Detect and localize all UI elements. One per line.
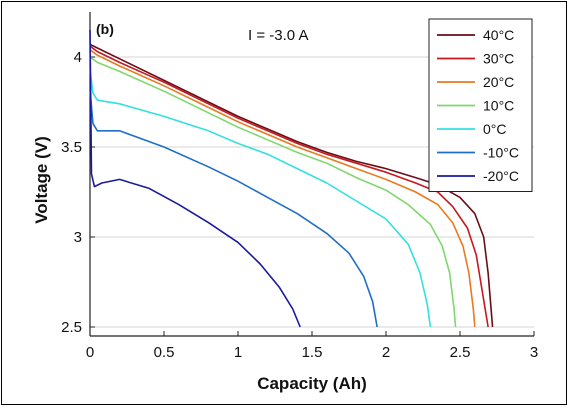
legend-label-4: 0°C — [483, 121, 507, 137]
x-tick-label-6: 3 — [530, 344, 538, 361]
legend-label-3: 10°C — [483, 98, 514, 114]
legend-label-5: -10°C — [483, 145, 519, 161]
y-tick-label-3: 4 — [74, 49, 82, 66]
y-tick-label-1: 3 — [74, 229, 82, 246]
x-axis-title: Capacity (Ah) — [257, 374, 367, 393]
legend-label-2: 20°C — [483, 74, 514, 90]
x-tick-label-3: 1.5 — [302, 344, 323, 361]
series-line-4 — [89, 69, 432, 328]
legend-label-1: 30°C — [483, 51, 514, 67]
series-line-3 — [89, 56, 457, 328]
series-line-1 — [89, 45, 489, 328]
series-lines — [89, 29, 494, 328]
series-line-6 — [89, 29, 301, 328]
x-tick-label-4: 2 — [382, 344, 390, 361]
y-tick-label-0: 2.5 — [61, 319, 82, 336]
series-line-0 — [89, 43, 494, 328]
series-line-2 — [89, 49, 476, 328]
panel-label: (b) — [96, 21, 114, 37]
x-tick-label-0: 0 — [86, 344, 94, 361]
legend-label-6: -20°C — [483, 168, 519, 184]
y-tick-label-2: 3.5 — [61, 139, 82, 156]
current-annotation: I = -3.0 A — [248, 27, 308, 44]
x-tick-label-1: 0.5 — [154, 344, 175, 361]
x-tick-label-5: 2.5 — [450, 344, 471, 361]
y-axis-ticks: 2.5 3 3.5 4 — [61, 49, 95, 336]
x-axis-ticks: 0 0.5 1 1.5 2 2.5 3 — [86, 331, 538, 361]
y-axis-title: Voltage (V) — [32, 136, 51, 224]
x-tick-label-2: 1 — [234, 344, 242, 361]
legend: 40°C 30°C 20°C 10°C 0°C -10°C -20°C — [428, 18, 533, 192]
legend-label-0: 40°C — [483, 27, 514, 43]
series-line-5 — [89, 89, 378, 328]
